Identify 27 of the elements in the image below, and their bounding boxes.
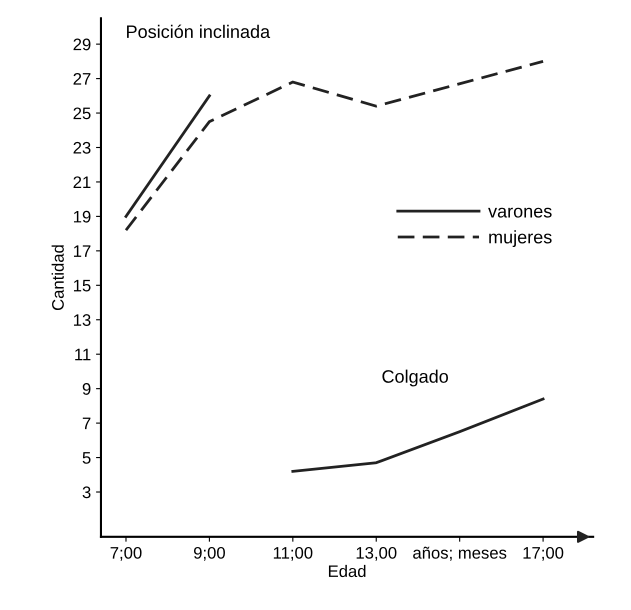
y-tick-label: 17 — [74, 245, 90, 257]
x-tick-label: 17;00 — [524, 546, 564, 561]
y-tick-label: 9 — [82, 383, 90, 395]
y-tick-label: 11 — [75, 348, 90, 360]
y-axis-title: Cantidad — [52, 245, 64, 310]
y-tick-label: 25 — [74, 107, 91, 120]
y-tick-label: 7 — [82, 418, 90, 430]
x-tick-label: 11;00 — [274, 546, 312, 561]
x-tick-label: años; meses — [413, 546, 506, 561]
y-tick-label: 15 — [74, 280, 91, 292]
annotation: Colgado — [382, 370, 448, 386]
legend-label: varones — [488, 208, 552, 218]
y-tick-label: 3 — [82, 486, 91, 498]
y-tick-label: 19 — [74, 210, 90, 223]
line-series — [291, 398, 544, 473]
y-tick-label: 29 — [74, 38, 90, 50]
x-tick-label: 9;00 — [194, 546, 225, 561]
y-tick-label: 27 — [74, 72, 90, 85]
x-tick-label: 13,00 — [356, 546, 396, 561]
y-tick-label: 5 — [82, 452, 91, 464]
x-axis-title: Edad — [328, 564, 366, 578]
legend-label: mujeres — [489, 230, 552, 248]
annotation: Posición inclinada — [127, 24, 270, 38]
x-tick-label: 7;00 — [110, 546, 142, 561]
y-tick-label: 13 — [74, 314, 91, 326]
y-tick-label: 23 — [74, 142, 91, 154]
y-tick-label: 21 — [74, 176, 90, 188]
